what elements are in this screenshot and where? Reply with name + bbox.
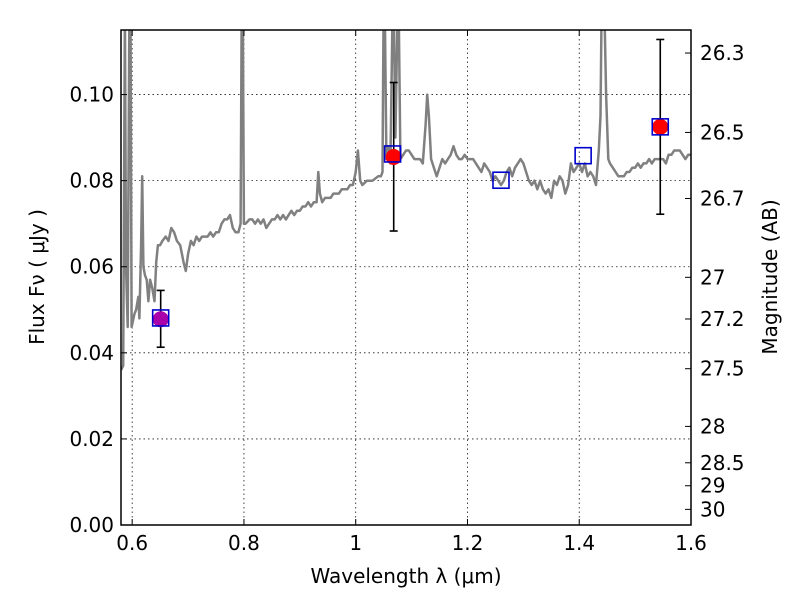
x-axis-label: Wavelength λ (μm) (310, 564, 501, 588)
y2-axis-label: Magnitude (AB) (758, 199, 782, 354)
y-axis-label: Flux Fν ( μJy ) (25, 209, 49, 345)
y-tick-label: 0.04 (69, 341, 114, 365)
model-band-flux-box (383, 145, 402, 163)
model-band-flux-box (574, 146, 592, 165)
y-tick-label: 0.02 (69, 427, 114, 451)
plot-area (121, 30, 691, 371)
x-tick-label: 0.6 (116, 531, 148, 555)
model-band-flux-box (651, 118, 670, 136)
x-tick-label: 1 (349, 531, 362, 555)
model-spectrum-line (121, 30, 691, 371)
x-tick-label: 1.6 (675, 531, 707, 555)
mag-tick-label: 27.2 (700, 307, 745, 331)
grid (121, 30, 692, 526)
mag-tick-label: 28 (700, 414, 725, 438)
mag-tick-label: 27.5 (700, 357, 745, 381)
mag-tick-label: 26.5 (700, 120, 745, 144)
axes: 0.6 0.8 1 1.2 1.4 1.6 0.00 0.02 0.04 0.06 0.08 0.10… (69, 30, 745, 555)
mag-tick-label: 29 (700, 474, 725, 498)
mag-tick-label: 27 (700, 265, 725, 289)
y-tick-label: 0.00 (69, 513, 114, 537)
observed-flux-point (152, 311, 169, 328)
x-tick-label: 1.4 (563, 531, 595, 555)
model-band-flux-box (492, 171, 510, 190)
mag-tick-label: 28.5 (700, 451, 745, 475)
y-tick-label: 0.06 (69, 255, 114, 279)
y-tick-label: 0.08 (69, 169, 114, 193)
mag-tick-label: 26.7 (700, 186, 745, 210)
x-tick-label: 1.2 (452, 531, 484, 555)
observed-flux-point (385, 148, 402, 165)
mag-tick-label: 30 (700, 497, 725, 521)
observed-flux-point (652, 118, 669, 135)
x-tick-label: 0.8 (228, 531, 260, 555)
model-band-flux-box (151, 309, 170, 327)
mag-tick-label: 26.3 (700, 41, 745, 65)
y-tick-label: 0.10 (69, 83, 114, 107)
